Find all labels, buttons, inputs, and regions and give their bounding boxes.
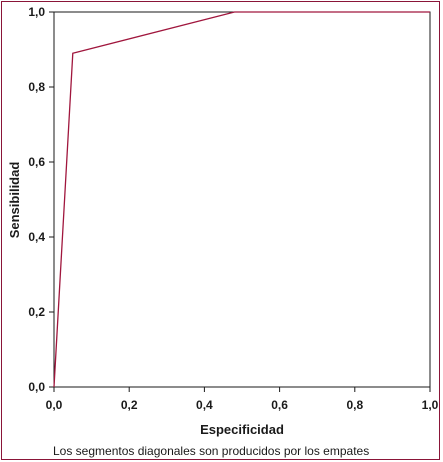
y-tick-label: 0,2 bbox=[28, 305, 45, 319]
y-tick-label: 0,0 bbox=[28, 380, 45, 394]
roc-curve-line bbox=[53, 11, 430, 388]
y-axis-title: Sensibilidad bbox=[7, 162, 22, 239]
plot-area bbox=[53, 11, 431, 388]
x-tick-label: 1,0 bbox=[422, 398, 439, 412]
series-layer bbox=[53, 11, 430, 388]
x-tick-label: 0,6 bbox=[271, 398, 288, 412]
chart-note: Los segmentos diagonales son producidos … bbox=[53, 444, 369, 458]
x-tick-label: 0,0 bbox=[46, 398, 63, 412]
y-tick-label: 0,8 bbox=[28, 80, 45, 94]
x-tick-label: 0,4 bbox=[196, 398, 213, 412]
y-tick-label: 0,6 bbox=[28, 155, 45, 169]
x-tick-label: 0,2 bbox=[121, 398, 138, 412]
y-tick-label: 0,4 bbox=[28, 230, 45, 244]
y-tick-label: 1,0 bbox=[28, 5, 45, 19]
x-axis-title: Especificidad bbox=[200, 422, 284, 437]
x-tick-label: 0,8 bbox=[346, 398, 363, 412]
ticks-layer: 0,0 0,2 0,4 0,6 0,8 1,0 0,0 0,2 0,4 0,6 0,8 1,0 bbox=[28, 5, 438, 412]
